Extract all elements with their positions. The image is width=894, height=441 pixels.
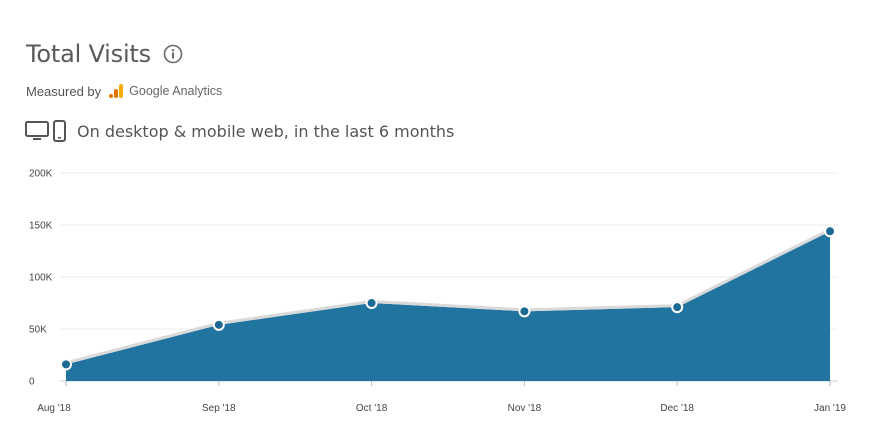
x-tick-label: Dec '18 [660,403,694,414]
y-tick-label: 0 [29,377,35,388]
series-line [65,228,831,365]
y-tick-label: 200K [29,169,53,180]
page-title: Total Visits [26,40,151,68]
title-row: Total Visits [26,40,183,68]
provider-name: Google Analytics [129,84,223,98]
measured-by-label: Measured by [26,83,102,99]
google-analytics-logo-icon [108,83,124,99]
mobile-icon [51,120,67,142]
visits-chart: 0 50K 100K 150K 200K Aug '18 Sep '18 Oct '18 Nov… [29,169,846,415]
area-fill [66,231,830,381]
measured-by: Measured by Google Analytics [26,83,222,99]
desktop-icon [25,120,51,142]
scope-text: On desktop & mobile web, in the last 6 m… [77,121,455,141]
y-tick-label: 50K [29,325,47,336]
y-tick-label: 100K [29,273,53,284]
scope-row: On desktop & mobile web, in the last 6 m… [25,120,454,142]
data-point [365,297,378,309]
data-point [60,358,72,371]
x-tick-label: Jan '19 [814,403,846,414]
x-tick-label: Aug '18 [37,403,71,414]
x-tick-label: Sep '18 [202,403,236,414]
data-point [212,318,225,331]
data-point [518,305,531,318]
data-point [671,301,684,314]
x-tick-label: Oct '18 [356,403,388,414]
x-tick-label: Nov '18 [508,403,542,414]
data-point [824,225,836,238]
y-tick-label: 150K [29,221,53,232]
info-circle-icon[interactable] [163,44,183,64]
